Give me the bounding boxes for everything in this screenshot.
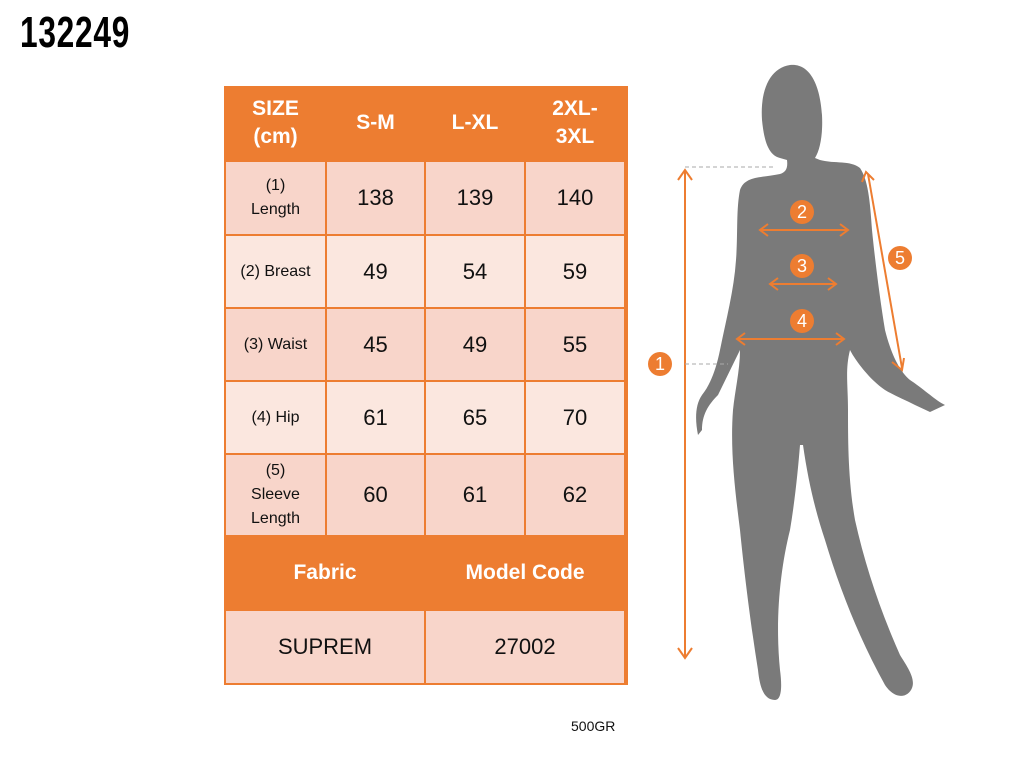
- measurement-lines: [677, 168, 905, 660]
- value-cell: 65: [426, 382, 524, 453]
- row-label: (4) Hip: [226, 382, 325, 453]
- value-cell: 54: [426, 236, 524, 307]
- text-line: L-XL: [451, 111, 499, 134]
- fabric-value: SUPREM: [226, 611, 424, 683]
- row-label-text: (3) Waist: [244, 333, 307, 357]
- value-cell: 61: [327, 382, 424, 453]
- marker-number: 3: [797, 256, 807, 276]
- row-label-text: (1) Length: [251, 174, 300, 222]
- guide-lines: [685, 166, 775, 365]
- value-cell: 60: [327, 455, 424, 535]
- value-cell: 138: [327, 162, 424, 234]
- header-cell: S-M: [327, 86, 424, 160]
- header-cell-text: SIZE (cm): [252, 95, 299, 151]
- text-line: (2) Breast: [240, 262, 311, 280]
- text-line: S-M: [356, 111, 395, 134]
- text-line: SIZE: [252, 97, 299, 120]
- text-line: (1): [265, 177, 286, 194]
- text-line: (4) Hip: [251, 408, 300, 426]
- fabric-header: Fabric: [293, 561, 357, 584]
- text-line: Length: [251, 510, 300, 527]
- value-cell: 70: [526, 382, 624, 453]
- row-label: (3) Waist: [226, 309, 325, 380]
- marker-circle: [790, 254, 814, 278]
- value-cell: 139: [426, 162, 524, 234]
- text-line: Sleeve: [251, 486, 300, 503]
- value-cell: 61: [426, 455, 524, 535]
- marker-circle: [790, 200, 814, 224]
- value-cell: 55: [526, 309, 624, 380]
- header-cell-text: L-XL: [452, 109, 499, 137]
- row-label: (5) Sleeve Length: [226, 455, 325, 535]
- silhouette: [696, 64, 945, 700]
- text-line: Length: [251, 201, 300, 218]
- product-code: 132249: [20, 8, 131, 57]
- marker-circle: [888, 246, 912, 270]
- value-cell: 140: [526, 162, 624, 234]
- weight-note: 500GR: [571, 718, 616, 734]
- text-line: (cm): [253, 125, 298, 148]
- value-cell: 59: [526, 236, 624, 307]
- size-table: SIZE (cm) S-M L-XL 2XL-3XL (1) Length 138 139 140…: [224, 86, 628, 685]
- header-cell: 2XL-3XL: [526, 86, 624, 160]
- text-line: (5): [265, 462, 286, 479]
- marker-circle: [648, 352, 672, 376]
- header-cell: SIZE (cm): [226, 86, 325, 160]
- value-cell: 45: [327, 309, 424, 380]
- header-cell-text: S-M: [356, 109, 395, 137]
- row-label: (1) Length: [226, 162, 325, 234]
- marker-number: 2: [797, 202, 807, 222]
- header-cell-text: 2XL-3XL: [552, 97, 598, 148]
- marker-number: 1: [655, 354, 665, 374]
- marker-number: 4: [797, 311, 807, 331]
- marker-circle: [790, 309, 814, 333]
- model-code-header: Model Code: [465, 561, 585, 584]
- value-cell: 49: [327, 236, 424, 307]
- model-code-value: 27002: [426, 611, 624, 683]
- header-cell: L-XL: [426, 86, 524, 160]
- row-label-text: (5) Sleeve Length: [251, 459, 300, 531]
- row-label: (2) Breast: [226, 236, 325, 307]
- row-label-text: (4) Hip: [251, 406, 299, 430]
- row-label-text: (2) Breast: [240, 260, 310, 284]
- value-cell: 62: [526, 455, 624, 535]
- value-cell: 49: [426, 309, 524, 380]
- body-measurement-figure: 1 2 3 4 5: [648, 64, 945, 700]
- marker-number: 5: [895, 248, 905, 268]
- text-line: (3) Waist: [243, 335, 308, 353]
